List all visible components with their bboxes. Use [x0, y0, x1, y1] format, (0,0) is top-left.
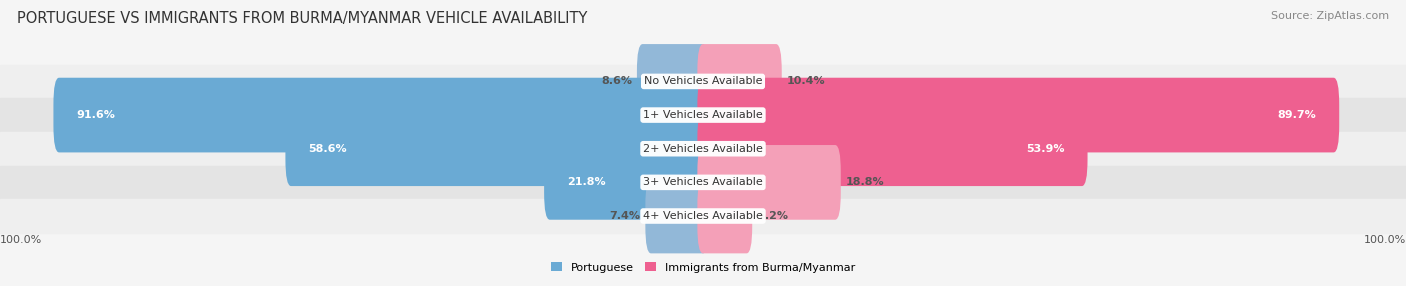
FancyBboxPatch shape: [645, 179, 709, 253]
Text: 100.0%: 100.0%: [1364, 235, 1406, 245]
Text: 3+ Vehicles Available: 3+ Vehicles Available: [643, 177, 763, 187]
FancyBboxPatch shape: [697, 78, 1340, 152]
Text: 58.6%: 58.6%: [308, 144, 347, 154]
Text: 6.2%: 6.2%: [756, 211, 789, 221]
Legend: Portuguese, Immigrants from Burma/Myanmar: Portuguese, Immigrants from Burma/Myanma…: [547, 258, 859, 277]
Text: PORTUGUESE VS IMMIGRANTS FROM BURMA/MYANMAR VEHICLE AVAILABILITY: PORTUGUESE VS IMMIGRANTS FROM BURMA/MYAN…: [17, 11, 588, 26]
Text: 8.6%: 8.6%: [600, 76, 633, 86]
Text: Source: ZipAtlas.com: Source: ZipAtlas.com: [1271, 11, 1389, 21]
Text: 2+ Vehicles Available: 2+ Vehicles Available: [643, 144, 763, 154]
Text: 4+ Vehicles Available: 4+ Vehicles Available: [643, 211, 763, 221]
Bar: [0, 132, 1406, 166]
Bar: [0, 98, 1406, 132]
FancyBboxPatch shape: [697, 179, 752, 253]
Text: 18.8%: 18.8%: [846, 177, 884, 187]
FancyBboxPatch shape: [697, 111, 1088, 186]
Bar: [0, 166, 1406, 199]
Bar: [0, 65, 1406, 98]
Text: 100.0%: 100.0%: [0, 235, 42, 245]
Text: 89.7%: 89.7%: [1277, 110, 1316, 120]
FancyBboxPatch shape: [544, 145, 709, 220]
Text: No Vehicles Available: No Vehicles Available: [644, 76, 762, 86]
FancyBboxPatch shape: [637, 44, 709, 119]
FancyBboxPatch shape: [53, 78, 709, 152]
FancyBboxPatch shape: [697, 44, 782, 119]
Text: 1+ Vehicles Available: 1+ Vehicles Available: [643, 110, 763, 120]
Text: 10.4%: 10.4%: [787, 76, 825, 86]
FancyBboxPatch shape: [697, 145, 841, 220]
Text: 21.8%: 21.8%: [568, 177, 606, 187]
Text: 53.9%: 53.9%: [1026, 144, 1064, 154]
Text: 91.6%: 91.6%: [77, 110, 115, 120]
Bar: [0, 199, 1406, 233]
Text: 7.4%: 7.4%: [609, 211, 641, 221]
FancyBboxPatch shape: [285, 111, 709, 186]
